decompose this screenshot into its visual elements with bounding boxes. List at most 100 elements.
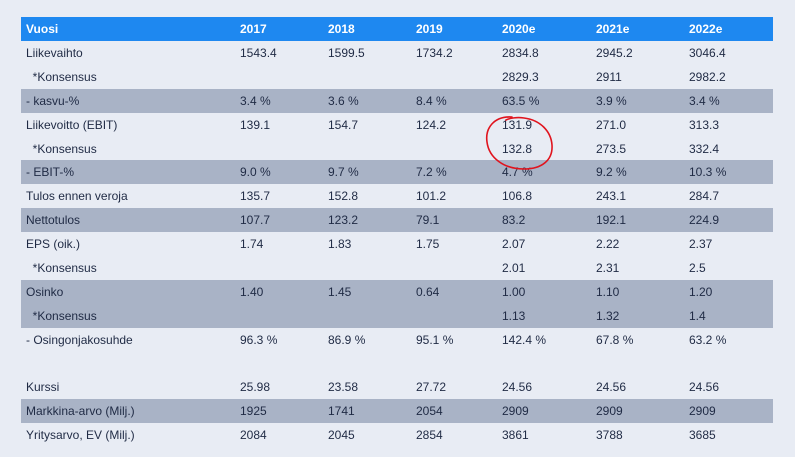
table-cell: 2945.2 xyxy=(596,45,633,60)
table-row: Nettotulos 107.7 123.2 79.1 83.2 192.1 224.9 xyxy=(21,208,773,233)
table-cell: 1925 xyxy=(240,399,328,424)
table-cell: 24.56 xyxy=(689,380,720,395)
row-label: *Konsensus xyxy=(21,303,240,328)
table-cell xyxy=(240,65,328,89)
table-row: - Osingonjakosuhde 96.3 % 86.9 % 95.1 % 142.… xyxy=(21,328,773,352)
table-row: Markkina-arvo (Milj.) 1925 1741 2054 2909 290… xyxy=(21,399,773,424)
table-cell xyxy=(416,65,502,89)
table-cell: 139.1 xyxy=(240,117,271,132)
table-cell: 27.72 xyxy=(416,380,447,395)
table-cell: 3046.4 xyxy=(689,45,726,60)
table-cell xyxy=(328,303,416,328)
table-cell xyxy=(596,352,689,376)
table-cell: 123.2 xyxy=(328,208,416,233)
header-row: Vuosi 2017 2018 2019 2020e 2021e 2022e xyxy=(21,17,773,41)
table-cell: 3861 xyxy=(502,428,529,443)
table-cell xyxy=(240,352,328,376)
table-cell: 243.1 xyxy=(596,189,627,204)
table-row: *Konsensus 2.01 2.31 2.5 xyxy=(21,256,773,280)
row-label: Kurssi xyxy=(26,380,60,395)
table-cell: 107.7 xyxy=(240,208,328,233)
table-row: Yritysarvo, EV (Milj.) 2084 2045 2854 3861 37… xyxy=(21,423,773,447)
table-cell: 3788 xyxy=(596,428,623,443)
table-cell: 1741 xyxy=(328,399,416,424)
financial-table: Vuosi 2017 2018 2019 2020e 2021e 2022e L… xyxy=(21,17,773,447)
table-cell: 1.83 xyxy=(328,237,352,252)
table-cell: 1.74 xyxy=(240,237,264,252)
row-label xyxy=(21,352,240,376)
table-row: - EBIT-% 9.0 % 9.7 % 7.2 % 4.7 % 9.2 % 10.3 % xyxy=(21,160,773,185)
row-label: Liikevoitto (EBIT) xyxy=(26,117,118,132)
table-row: EPS (oik.) 1.74 1.83 1.75 2.07 2.22 2.37 xyxy=(21,232,773,256)
table-cell: 2.37 xyxy=(689,237,713,252)
table-cell: 132.8 xyxy=(502,141,533,156)
table-cell: 8.4 % xyxy=(416,88,502,113)
header-cell: 2020e xyxy=(502,17,596,41)
table-cell: 96.3 % xyxy=(240,332,278,347)
table-cell: 1.00 xyxy=(502,279,596,304)
table-cell: 7.2 % xyxy=(416,160,502,185)
table-cell: 135.7 xyxy=(240,189,271,204)
table-cell: 271.0 xyxy=(596,117,627,132)
table-cell: 86.9 % xyxy=(328,332,366,347)
table-cell: 154.7 xyxy=(328,117,359,132)
table-cell: 2911 xyxy=(596,69,622,84)
row-label: *Konsensus xyxy=(26,69,97,84)
row-label: Markkina-arvo (Milj.) xyxy=(21,399,240,424)
table-cell: 63.2 % xyxy=(689,332,727,347)
table-cell: 284.7 xyxy=(689,189,720,204)
table-cell: 67.8 % xyxy=(596,332,634,347)
row-label: - EBIT-% xyxy=(21,160,240,185)
table-cell xyxy=(328,65,416,89)
row-label: EPS (oik.) xyxy=(26,237,81,252)
row-label: *Konsensus xyxy=(26,260,97,275)
table-cell: 1.45 xyxy=(328,279,416,304)
row-label: - Osingonjakosuhde xyxy=(26,332,133,347)
table-cell: 25.98 xyxy=(240,380,271,395)
row-label: Nettotulos xyxy=(21,208,240,233)
header-cell: 2018 xyxy=(328,17,416,41)
table-row: - kasvu-% 3.4 % 3.6 % 8.4 % 63.5 % 3.9 % 3.4 % xyxy=(21,88,773,113)
row-label: Tulos ennen veroja xyxy=(26,189,128,204)
table-cell xyxy=(689,352,773,376)
table-cell xyxy=(416,256,502,280)
table-cell xyxy=(416,303,502,328)
table-cell: 124.2 xyxy=(416,117,447,132)
table-cell: 152.8 xyxy=(328,189,359,204)
table-row: Osinko 1.40 1.45 0.64 1.00 1.10 1.20 xyxy=(21,279,773,304)
table-cell: 1.13 xyxy=(502,303,596,328)
row-label: Osinko xyxy=(21,279,240,304)
table-cell xyxy=(240,137,328,161)
row-label: - kasvu-% xyxy=(21,88,240,113)
row-label: Liikevaihto xyxy=(26,45,83,60)
table-body: Liikevaihto 1543.4 1599.5 1734.2 2834.8 2945.… xyxy=(21,41,773,447)
table-row: *Konsensus 1.13 1.32 1.4 xyxy=(21,303,773,328)
table-cell: 313.3 xyxy=(689,117,720,132)
table-cell: 142.4 % xyxy=(502,332,547,347)
table-cell: 3.4 % xyxy=(240,88,328,113)
table-cell: 131.9 xyxy=(502,117,533,132)
table-cell xyxy=(502,352,596,376)
table-cell: 2909 xyxy=(596,399,689,424)
table-cell xyxy=(416,137,502,161)
table-row: *Konsensus 2829.3 2911 2982.2 xyxy=(21,65,773,89)
header-cell: 2021e xyxy=(596,17,689,41)
table-row: Liikevaihto 1543.4 1599.5 1734.2 2834.8 2945.… xyxy=(21,41,773,65)
table-cell: 1.75 xyxy=(416,237,440,252)
table-cell: 2909 xyxy=(502,399,596,424)
header-cell: 2017 xyxy=(240,17,328,41)
table-cell: 2054 xyxy=(416,399,502,424)
table-cell: 1.20 xyxy=(689,279,773,304)
table-cell: 3.4 % xyxy=(689,88,773,113)
table-cell: 24.56 xyxy=(502,380,533,395)
table-cell: 0.64 xyxy=(416,279,502,304)
table-cell: 83.2 xyxy=(502,208,596,233)
table-cell: 4.7 % xyxy=(502,160,596,185)
table-cell xyxy=(328,352,416,376)
financial-table-container: Vuosi 2017 2018 2019 2020e 2021e 2022e L… xyxy=(21,17,773,447)
table-cell xyxy=(328,137,416,161)
table-cell: 106.8 xyxy=(502,189,533,204)
table-cell: 9.2 % xyxy=(596,160,689,185)
table-cell: 2045 xyxy=(328,428,355,443)
table-row xyxy=(21,352,773,376)
